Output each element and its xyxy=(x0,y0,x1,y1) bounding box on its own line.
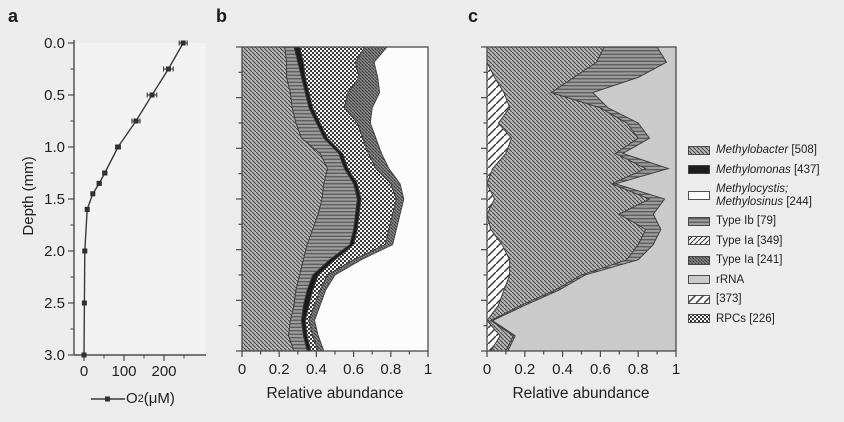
panel-b-axis-title: Relative abundance xyxy=(266,385,404,402)
depth-tick-label: 2.0 xyxy=(44,243,65,260)
panel-label-a: a xyxy=(8,6,19,26)
abundance-tick-label: 0.8 xyxy=(380,361,401,378)
legend-item-methylocystis-methylosinus: Methylocystis; Methylosinus [244] xyxy=(688,183,844,208)
o2-data-point xyxy=(102,170,108,176)
legend-label: Methylomonas [437] xyxy=(716,163,820,176)
panel-c-axis-title: Relative abundance xyxy=(512,385,650,402)
legend-label: [373] xyxy=(716,293,742,305)
o2-tick-label: 0 xyxy=(80,363,88,380)
legend-item-methylomonas: Methylomonas [437] xyxy=(688,164,844,177)
legend-item-methylobacter: Methylobacter [508] xyxy=(688,144,844,157)
series-rrna xyxy=(491,47,676,351)
legend-label: RPCs [226] xyxy=(716,312,775,325)
legend-swatch-373-icon xyxy=(688,294,710,304)
o2-data-point xyxy=(81,352,87,358)
o2-tick-label: 100 xyxy=(111,363,136,380)
o2-data-point xyxy=(84,206,90,212)
o2-data-point xyxy=(115,144,121,150)
legend-item-type-ia-241: Type Ia [241] xyxy=(688,254,844,267)
panel-b-chart: 0 0.2 0.4 0.6 0.8 1 xyxy=(236,46,432,378)
o2-data-point xyxy=(180,40,186,46)
legend-item-type-ib-79: Type Ib [79] xyxy=(688,215,844,228)
o2-label-post: (μM) xyxy=(143,390,175,407)
panel-c-chart: 0 0.2 0.4 0.6 0.8 1 xyxy=(481,46,680,378)
panel-label-c: c xyxy=(468,6,479,26)
abundance-tick-label: 1 xyxy=(424,361,432,378)
legend-label: Type Ib [79] xyxy=(716,215,777,227)
abundance-tick-label: 0.6 xyxy=(343,361,364,378)
abundance-tick-label: 0.8 xyxy=(628,361,649,378)
legend-swatch-type-ia-241-icon xyxy=(688,255,710,265)
depth-tick-label: 3.0 xyxy=(44,347,65,364)
abundance-tick-label: 0.2 xyxy=(269,361,290,378)
legend-item-373: [373] xyxy=(688,293,844,306)
series-type_ia_241 xyxy=(308,47,405,351)
legend-swatch-type-ia-349-icon xyxy=(688,236,710,246)
abundance-tick-label: 0 xyxy=(483,361,491,378)
legend-label: Type Ia [349] xyxy=(716,234,783,247)
panel-label-b: b xyxy=(216,6,227,26)
o2-label-sub: 2 xyxy=(137,392,144,405)
depth-tick-label: 2.5 xyxy=(44,295,65,312)
depth-tick-label: 0.0 xyxy=(44,35,65,52)
abundance-tick-label: 0 xyxy=(238,361,246,378)
depth-tick-label: 1.5 xyxy=(44,191,65,208)
o2-data-point xyxy=(133,118,139,124)
legend-label: Methylobacter [508] xyxy=(716,144,818,156)
legend-label: Type Ia [241] xyxy=(716,254,783,266)
legend-swatch-rpcs-226-icon xyxy=(688,314,710,324)
o2-tick-label: 200 xyxy=(151,363,176,380)
abundance-tick-label: 0.4 xyxy=(306,361,327,378)
depth-tick-label: 0.5 xyxy=(44,87,65,104)
abundance-tick-label: 0.6 xyxy=(590,361,611,378)
o2-data-point xyxy=(149,92,155,98)
legend-swatch-methylobacter-icon xyxy=(688,145,710,155)
o2-data-point xyxy=(90,191,96,197)
legend-label: rRNA xyxy=(716,273,745,286)
legend-swatch-methylomonas-icon xyxy=(688,165,710,175)
o2-data-point xyxy=(165,66,171,72)
depth-axis-title: Depth (mm) xyxy=(20,156,37,236)
o2-data-point xyxy=(81,300,87,306)
o2-data-point xyxy=(82,248,88,254)
depth-tick-label: 1.0 xyxy=(44,139,65,156)
o2-series-marker-icon xyxy=(91,396,125,401)
legend-item-rpcs-226: RPCs [226] xyxy=(688,313,844,326)
legend: Methylobacter [508] Methylomonas [437] Met… xyxy=(688,144,844,332)
o2-profile-line xyxy=(83,42,184,356)
o2-data-point xyxy=(96,180,102,186)
abundance-tick-label: 0.2 xyxy=(514,361,535,378)
legend-item-rrna: rRNA xyxy=(688,274,844,287)
legend-swatch-rrna-icon xyxy=(688,275,710,285)
abundance-tick-label: 0.4 xyxy=(552,361,573,378)
legend-swatch-methylocystis-methylosinus-icon xyxy=(688,191,710,200)
abundance-tick-label: 1 xyxy=(672,361,680,378)
o2-label-pre: O xyxy=(126,390,138,407)
legend-label: Methylocystis; Methylosinus [244] xyxy=(716,183,812,208)
panel-a-chart: 0.0 0.5 1.0 1.5 2.0 2.5 3.0 0 100 200 xyxy=(44,35,206,380)
legend-swatch-type-ib-79-icon xyxy=(688,216,710,226)
legend-item-type-ia-349: Type Ia [349] xyxy=(688,235,844,248)
